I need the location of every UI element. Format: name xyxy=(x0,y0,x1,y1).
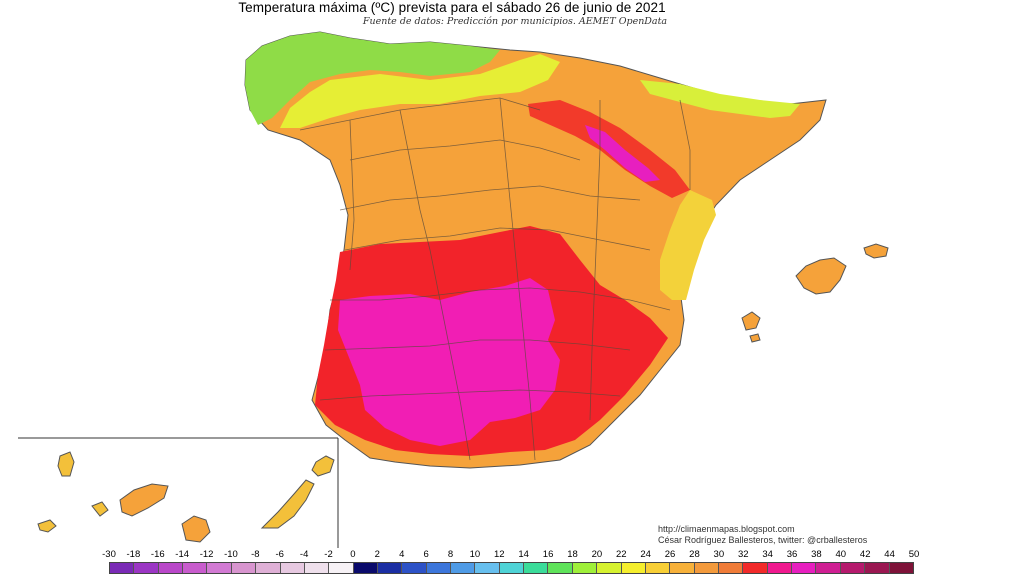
legend-label: 50 xyxy=(908,549,920,560)
legend-swatch xyxy=(621,563,646,573)
legend-swatch xyxy=(767,563,793,573)
legend-label: 28 xyxy=(689,549,700,560)
legend-label: 4 xyxy=(399,549,405,560)
canary-inset-frame xyxy=(18,437,339,548)
map-subtitle: Fuente de datos: Predicción por municipi… xyxy=(362,16,668,27)
legend-label: 42 xyxy=(859,549,871,560)
legend-swatch xyxy=(377,563,403,573)
legend-label: -10 xyxy=(224,549,238,560)
lanzarote-island xyxy=(311,455,335,477)
north-coast-cool-zone xyxy=(245,32,500,125)
el-hierro-island xyxy=(37,519,57,533)
menorca-island xyxy=(863,243,889,259)
legend-label: 14 xyxy=(518,549,529,560)
legend-label: -30 xyxy=(102,549,116,560)
legend-swatch xyxy=(718,563,744,573)
legend-label: -4 xyxy=(299,549,309,560)
legend-swatch xyxy=(743,563,768,573)
legend-swatch xyxy=(304,563,330,573)
legend-label: 2 xyxy=(374,549,380,560)
legend-label: 44 xyxy=(884,549,895,560)
legend-label: 34 xyxy=(762,549,773,560)
legend-label: 6 xyxy=(423,549,429,560)
legend-swatch xyxy=(840,563,866,573)
legend-label: -14 xyxy=(175,549,190,560)
legend-swatch xyxy=(329,563,354,573)
fuerteventura-island xyxy=(260,479,315,529)
legend-label: 36 xyxy=(786,549,798,560)
legend-label: 26 xyxy=(664,549,676,560)
legend-label: 16 xyxy=(542,549,554,560)
legend-swatch xyxy=(475,563,500,573)
central-magenta-zone xyxy=(338,278,560,446)
legend-swatch xyxy=(231,563,257,573)
legend-labels: -30 -18 -16 -14 -12 -10 -8 -6 -4 -2 0 2 4 6 8 10 12 14 16 1… xyxy=(99,549,919,561)
mallorca-island xyxy=(795,257,847,295)
legend-swatch xyxy=(792,563,817,573)
legend-label: 38 xyxy=(811,549,822,560)
legend-label: -2 xyxy=(324,549,333,560)
east-coast-warm-zone xyxy=(660,190,716,300)
formentera-island xyxy=(749,333,761,343)
legend-label: 18 xyxy=(567,549,578,560)
legend-swatch xyxy=(645,563,671,573)
north-coast-yellow-zone xyxy=(280,54,560,128)
legend-swatch xyxy=(110,563,135,573)
legend-swatch xyxy=(597,563,622,573)
legend-label: -8 xyxy=(251,549,260,560)
pyrenees-cool-zone xyxy=(640,80,800,118)
legend-label: -12 xyxy=(199,549,214,560)
legend-label: 24 xyxy=(640,549,651,560)
la-gomera-island xyxy=(91,501,109,517)
legend-label: -16 xyxy=(150,549,165,560)
legend-swatch xyxy=(499,563,525,573)
legend-swatch xyxy=(548,563,573,573)
legend-swatch xyxy=(426,563,452,573)
legend-label: 30 xyxy=(713,549,725,560)
legend-swatch xyxy=(572,563,598,573)
legend-swatch xyxy=(816,563,841,573)
legend-swatch xyxy=(524,563,549,573)
temperature-legend: -30 -18 -16 -14 -12 -10 -8 -6 -4 -2 0 2 4 6 8 10 12 14 16 1… xyxy=(99,549,919,576)
ebro-valley-magenta-zone xyxy=(585,125,660,182)
legend-swatch xyxy=(158,563,184,573)
legend-swatch xyxy=(865,563,890,573)
legend-label: 20 xyxy=(591,549,603,560)
legend-swatch xyxy=(451,563,476,573)
legend-swatch xyxy=(134,563,159,573)
legend-swatch xyxy=(280,563,305,573)
legend-label: -18 xyxy=(126,549,141,560)
legend-swatch xyxy=(183,563,208,573)
province-borders xyxy=(299,97,691,461)
map-title: Temperatura máxima (ºC) prevista para el… xyxy=(238,0,666,15)
legend-label: -6 xyxy=(275,549,284,560)
gran-canaria-island xyxy=(181,515,211,543)
legend-label: 8 xyxy=(447,549,454,560)
legend-label: 40 xyxy=(835,549,847,560)
legend-swatch xyxy=(207,563,232,573)
legend-swatch xyxy=(670,563,695,573)
legend-swatch xyxy=(889,563,913,573)
legend-label: 12 xyxy=(494,549,505,560)
legend-swatch xyxy=(256,563,281,573)
legend-label: 10 xyxy=(469,549,481,560)
legend-label: 32 xyxy=(737,549,749,560)
credit-author: César Rodríguez Ballesteros, twitter: @c… xyxy=(658,535,868,545)
legend-swatch xyxy=(353,563,378,573)
tenerife-island xyxy=(119,483,169,517)
la-palma-island xyxy=(57,451,75,477)
legend-label: 22 xyxy=(615,549,627,560)
credit-url: http://climaenmapas.blogspot.com xyxy=(658,524,795,534)
ibiza-island xyxy=(741,311,761,331)
legend-swatch xyxy=(694,563,719,573)
legend-label: 0 xyxy=(350,549,356,560)
legend-swatch xyxy=(402,563,427,573)
legend-color-bar xyxy=(109,562,914,574)
